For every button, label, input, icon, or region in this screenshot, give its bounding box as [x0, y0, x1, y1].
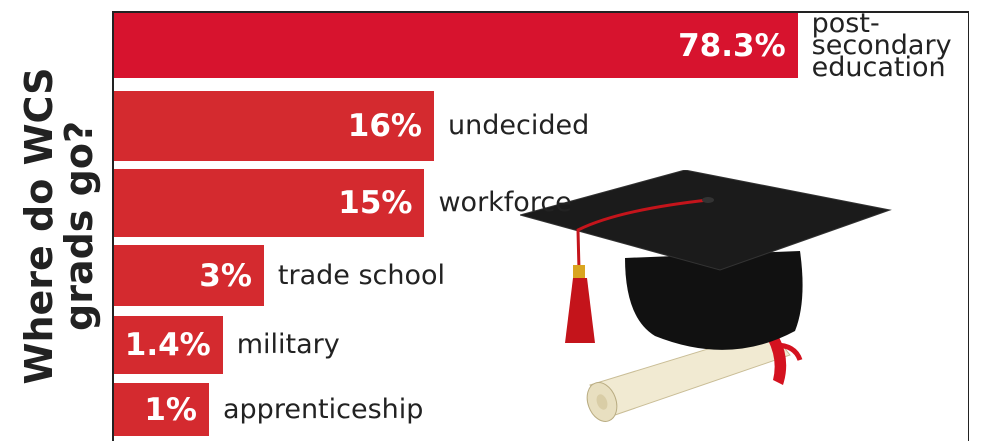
value-label: 15%	[338, 185, 413, 221]
category-label: military	[236, 329, 340, 360]
graduation-art	[520, 170, 892, 422]
category-label: undecided	[448, 110, 590, 141]
category-label: workforce	[438, 187, 572, 218]
bar	[114, 245, 264, 306]
value-label: 1%	[144, 391, 197, 428]
value-label: 16%	[347, 108, 422, 144]
category-label: trade school	[277, 259, 446, 291]
value-label: 3%	[199, 257, 252, 294]
bar	[114, 383, 209, 436]
frame	[112, 11, 969, 441]
category-label: apprenticeship	[223, 393, 424, 425]
bar	[114, 169, 425, 237]
category-label: post- secondary education	[811, 7, 952, 83]
bar	[114, 13, 798, 78]
chart-title: Where do WCS grads go?	[17, 67, 101, 385]
grad-cap	[520, 170, 892, 350]
bar	[114, 91, 434, 161]
value-label: 78.3%	[678, 27, 786, 64]
bar	[114, 316, 223, 374]
value-label: 1.4%	[124, 327, 211, 363]
